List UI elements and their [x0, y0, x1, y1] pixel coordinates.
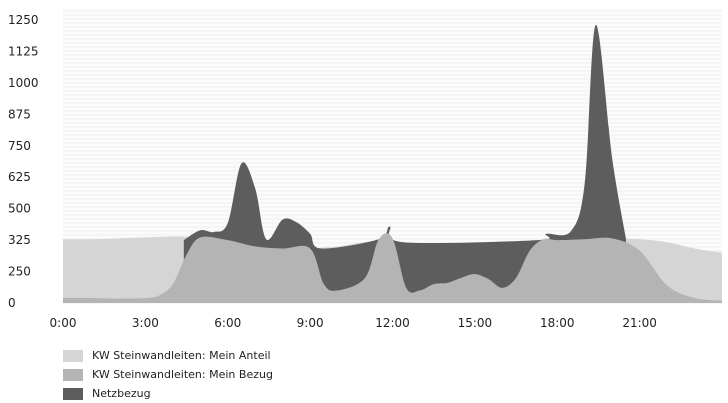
y-tick-label: 1000	[8, 76, 39, 90]
legend-label-netzbezug: Netzbezug	[92, 387, 151, 400]
x-tick-label: 6:00	[214, 316, 241, 330]
y-tick-label: 1250	[8, 13, 39, 27]
area-netzbezug	[183, 24, 626, 303]
legend-swatch-mein-anteil	[63, 349, 83, 362]
x-tick-label: 12:00	[375, 316, 410, 330]
y-tick-label: 625	[8, 170, 31, 184]
chart-areas	[63, 24, 722, 303]
y-tick-label: 500	[8, 202, 31, 216]
x-axis-ticks: 0:00 3:00 6:00 9:00 12:00 15:00 18:00 21:00	[50, 316, 657, 330]
chart: 0 250 325 500 625 750 875 1000 1125 1250 0:00 3:00…	[8, 9, 722, 330]
x-tick-label: 21:00	[622, 316, 657, 330]
legend-item-mein-anteil[interactable]: KW Steinwandleiten: Mein Anteil	[63, 346, 273, 365]
x-tick-label: 9:00	[297, 316, 324, 330]
y-tick-label: 875	[8, 107, 31, 121]
y-tick-label: 325	[8, 233, 31, 247]
legend-label-mein-anteil: KW Steinwandleiten: Mein Anteil	[92, 349, 271, 362]
x-tick-label: 3:00	[132, 316, 159, 330]
x-tick-label: 15:00	[458, 316, 493, 330]
legend-item-mein-bezug[interactable]: KW Steinwandleiten: Mein Bezug	[63, 365, 273, 384]
y-tick-label: 750	[8, 139, 31, 153]
legend-swatch-netzbezug	[63, 387, 83, 400]
y-tick-label: 0	[8, 296, 16, 310]
area-mein-bezug	[63, 233, 722, 303]
x-tick-label: 18:00	[540, 316, 575, 330]
legend-swatch-mein-bezug	[63, 368, 83, 381]
legend-label-mein-bezug: KW Steinwandleiten: Mein Bezug	[92, 368, 273, 381]
y-tick-label: 1125	[8, 44, 39, 58]
y-axis-ticks: 0 250 325 500 625 750 875 1000 1125 1250	[8, 13, 39, 310]
legend-item-netzbezug[interactable]: Netzbezug	[63, 384, 273, 403]
x-tick-label: 0:00	[50, 316, 77, 330]
y-tick-label: 250	[8, 265, 31, 279]
legend: KW Steinwandleiten: Mein Anteil KW Stein…	[63, 346, 273, 403]
